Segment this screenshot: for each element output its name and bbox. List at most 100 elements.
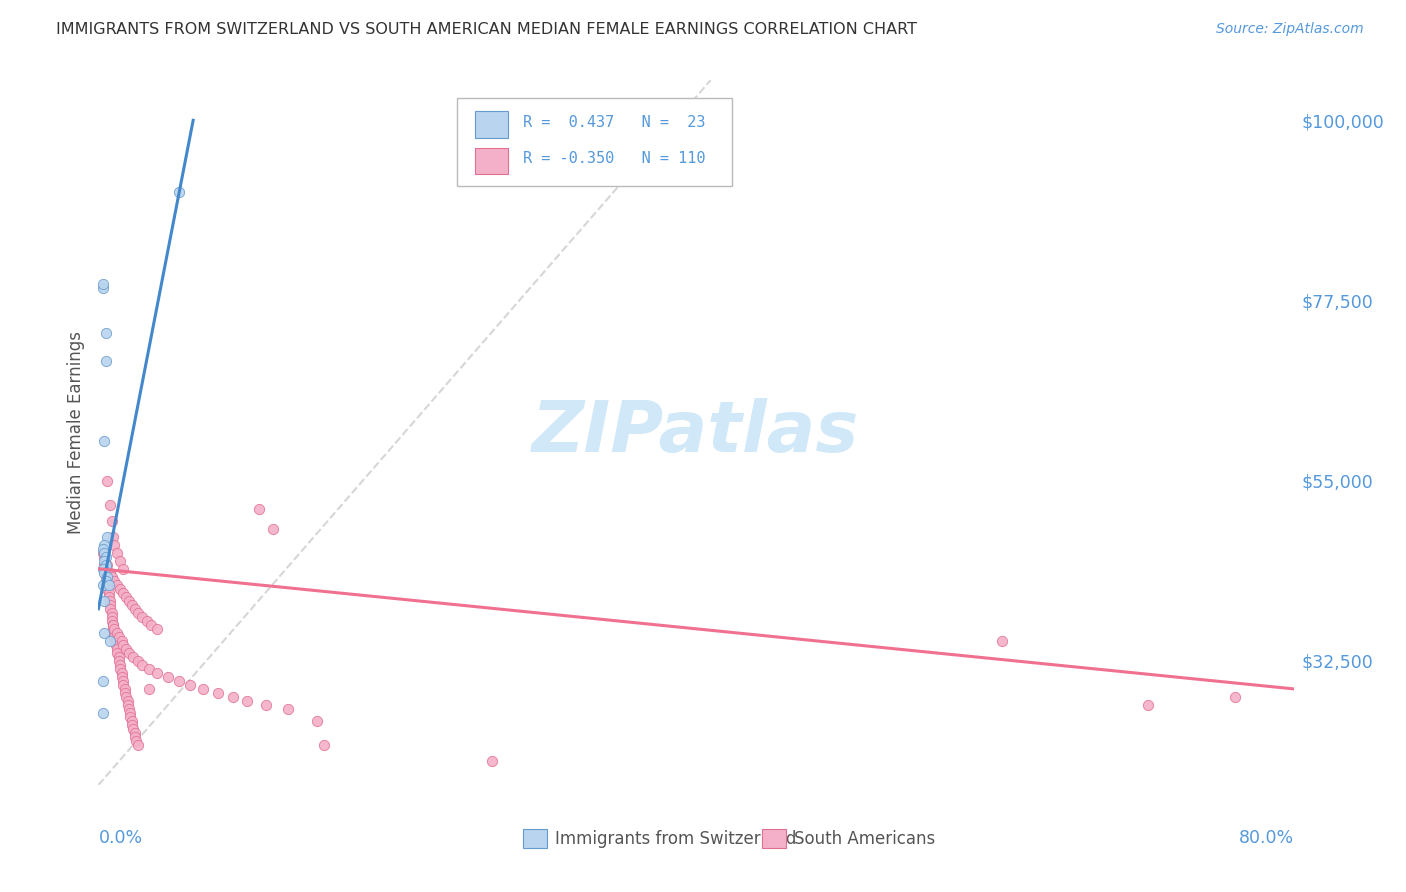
Point (100, 514, 122, 528)
Text: South Americans: South Americans (794, 830, 935, 847)
Point (110, 662, 132, 676)
Point (98, 598, 121, 612)
Point (124, 602, 146, 616)
FancyBboxPatch shape (475, 112, 509, 138)
Point (105, 546, 128, 560)
Text: Source: ZipAtlas.com: Source: ZipAtlas.com (1216, 22, 1364, 37)
Point (94, 566, 117, 580)
Point (91, 281, 114, 295)
Point (105, 578, 128, 592)
Point (108, 649, 131, 664)
Point (103, 625, 125, 640)
Point (127, 606, 149, 620)
Point (179, 678, 201, 692)
Point (115, 590, 138, 604)
Point (101, 530, 124, 544)
Point (104, 638, 127, 652)
Point (122, 649, 145, 664)
Point (121, 714, 143, 728)
Point (112, 562, 135, 576)
Point (98, 594, 121, 608)
Point (103, 574, 125, 588)
Point (305, 714, 328, 728)
Point (91, 578, 114, 592)
Point (97, 590, 120, 604)
Point (112, 638, 135, 652)
Point (93, 625, 115, 640)
Point (121, 718, 143, 732)
Point (96, 574, 118, 588)
Point (97, 586, 120, 600)
Point (96, 558, 118, 572)
Point (193, 681, 215, 696)
Point (112, 678, 135, 692)
Point (105, 646, 128, 660)
FancyBboxPatch shape (475, 147, 509, 174)
Text: 0.0%: 0.0% (98, 829, 142, 847)
Point (118, 702, 141, 716)
Point (98, 633, 121, 648)
Point (145, 622, 167, 636)
Point (111, 665, 134, 680)
Point (135, 614, 157, 628)
Text: R = -0.350   N = 110: R = -0.350 N = 110 (523, 152, 706, 167)
Point (115, 690, 138, 704)
Point (93, 558, 115, 572)
Point (118, 594, 141, 608)
Point (96, 474, 118, 488)
Point (121, 598, 143, 612)
Point (139, 617, 162, 632)
Point (131, 657, 153, 672)
Point (91, 541, 114, 556)
Point (991, 633, 1014, 648)
Point (91, 673, 114, 688)
Point (93, 594, 115, 608)
Point (110, 554, 132, 568)
Point (94, 574, 117, 588)
Point (108, 654, 131, 668)
Point (91, 546, 114, 560)
Point (124, 730, 146, 744)
Point (98, 602, 121, 616)
Point (125, 734, 148, 748)
Point (98, 498, 121, 512)
Point (115, 641, 138, 656)
Point (93, 554, 115, 568)
Point (262, 522, 284, 536)
Point (94, 326, 117, 340)
Point (100, 614, 122, 628)
Point (100, 570, 122, 584)
Y-axis label: Median Female Earnings: Median Female Earnings (66, 331, 84, 534)
Point (114, 681, 136, 696)
Point (91, 277, 114, 292)
FancyBboxPatch shape (523, 829, 547, 848)
Point (110, 657, 132, 672)
Point (94, 353, 117, 368)
Point (94, 570, 117, 584)
Point (108, 630, 131, 644)
Point (97, 578, 120, 592)
Point (93, 562, 115, 576)
Point (112, 586, 135, 600)
Point (111, 670, 134, 684)
Point (314, 738, 336, 752)
Point (93, 566, 115, 580)
Point (138, 662, 160, 676)
Point (1136, 698, 1159, 712)
Point (117, 694, 139, 708)
Point (236, 694, 259, 708)
Point (101, 617, 124, 632)
Point (103, 538, 125, 552)
Point (207, 686, 229, 700)
Point (103, 630, 125, 644)
Point (100, 609, 122, 624)
Point (101, 622, 124, 636)
Point (93, 538, 115, 552)
Point (94, 558, 117, 572)
Point (122, 722, 145, 736)
Point (277, 702, 299, 716)
Point (254, 698, 277, 712)
Point (167, 186, 190, 200)
Point (157, 670, 180, 684)
Point (110, 582, 132, 596)
